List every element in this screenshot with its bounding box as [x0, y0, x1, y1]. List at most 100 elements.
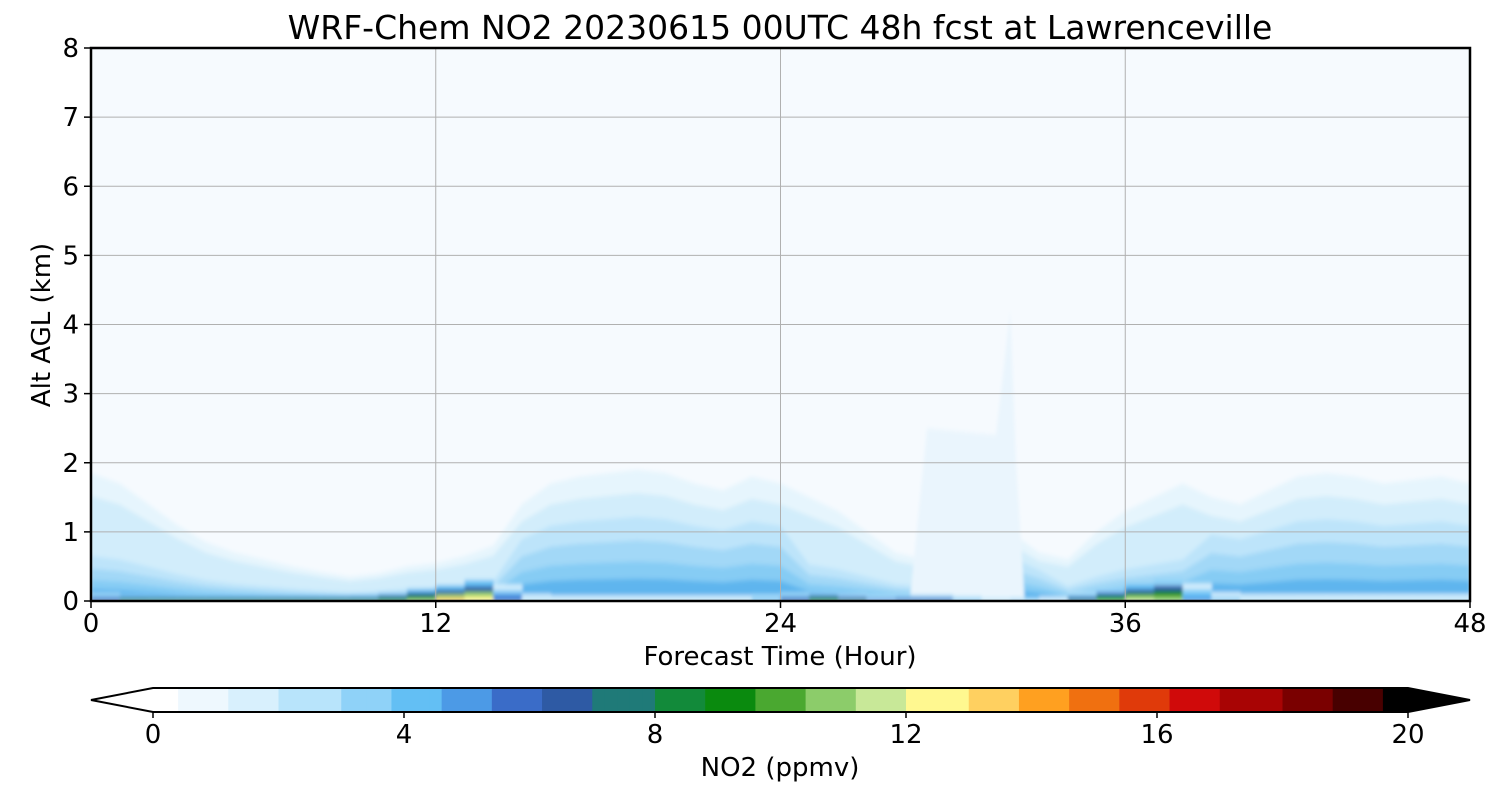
colorbar-segment [190, 688, 204, 712]
x-tick-label: 36 [1109, 609, 1142, 639]
colorbar-segment [341, 688, 355, 712]
no2-plume [909, 310, 1025, 601]
colorbar-segment [1069, 688, 1083, 712]
y-tick-label: 1 [62, 518, 79, 548]
colorbar-segment [429, 688, 443, 712]
no2-surface-cell [665, 598, 695, 601]
colorbar-segment [1395, 688, 1409, 712]
colorbar-segment [529, 688, 543, 712]
colorbar-segment [240, 688, 254, 712]
no2-surface-cell [694, 598, 724, 601]
colorbar-segment [855, 688, 869, 712]
colorbar-segment [993, 688, 1007, 712]
colorbar-segment [1357, 688, 1371, 712]
colorbar-tick-label: 12 [889, 720, 922, 750]
no2-surface-cell [608, 598, 638, 601]
colorbar-extend-min [91, 688, 153, 712]
no2-surface-cell [1125, 593, 1155, 601]
colorbar-segment [479, 688, 493, 712]
grid-lines [91, 48, 1470, 601]
colorbar-segment [1194, 688, 1208, 712]
colorbar-segment [793, 688, 807, 712]
y-tick-label: 6 [62, 172, 79, 202]
no2-surface-cell [521, 597, 552, 601]
colorbar-segment [931, 688, 945, 712]
colorbar-segment [1257, 688, 1271, 712]
no2-surface-cell [349, 598, 379, 601]
colorbar-segment [391, 688, 405, 712]
colorbar-segment [303, 688, 317, 712]
colorbar-segment [316, 688, 330, 712]
colorbar-segment [843, 688, 857, 712]
colorbar-segment [1031, 688, 1045, 712]
colorbar-segment [1232, 688, 1246, 712]
colorbar-segment [579, 688, 593, 712]
no2-surface-cell [378, 597, 408, 601]
colorbar-tick-label: 4 [396, 720, 413, 750]
colorbar-tick-label: 16 [1140, 720, 1173, 750]
colorbar-segment [491, 688, 505, 712]
colorbar-segment [868, 688, 882, 712]
colorbar-segment [153, 688, 167, 712]
colorbar-segment [1269, 688, 1283, 712]
colorbar-segment [1144, 688, 1158, 712]
colorbar-segment [215, 688, 229, 712]
colorbar-segment [742, 688, 756, 712]
colorbar-segment [767, 688, 781, 712]
colorbar-segment [1370, 688, 1384, 712]
colorbar-segment [1244, 688, 1258, 712]
colorbar-segment [1006, 688, 1020, 712]
colorbar-segment [943, 688, 957, 712]
no2-surface-cell [1182, 593, 1212, 601]
colorbar-segment [1044, 688, 1058, 712]
no2-surface-cell [838, 597, 868, 601]
y-tick-label: 0 [62, 587, 79, 617]
no2-surface-cell [550, 598, 580, 601]
colorbar-segment [818, 688, 832, 712]
x-tick-label: 24 [764, 609, 797, 639]
no2-surface-cell [723, 598, 753, 601]
colorbar-segment [755, 688, 769, 712]
no2-surface-cell [1355, 597, 1385, 601]
colorbar-segment [203, 688, 217, 712]
no2-surface-cell [1441, 597, 1470, 601]
no2-surface-cell [435, 597, 466, 601]
colorbar-segment [1106, 688, 1120, 712]
colorbar-segment [178, 688, 192, 712]
colorbar-segment [592, 688, 606, 712]
colorbar-segment [692, 688, 706, 712]
colorbar-segment [629, 688, 643, 712]
colorbar-segment [893, 688, 907, 712]
colorbar-segment [667, 688, 681, 712]
colorbar: 0 4 8 12 16 20 [90, 687, 1471, 750]
colorbar-segment [655, 688, 669, 712]
no2-surface-cell [1297, 597, 1327, 601]
colorbar-segment [416, 688, 430, 712]
x-axis-label: Forecast Time (Hour) [643, 642, 916, 672]
colorbar-segment [1307, 688, 1321, 712]
colorbar-segment [466, 688, 480, 712]
colorbar-segment [567, 688, 581, 712]
colorbar-segment [278, 688, 292, 712]
no2-surface-cell [407, 595, 437, 601]
colorbar-tick-label: 8 [647, 720, 664, 750]
colorbar-segment [265, 688, 279, 712]
no2-surface-cell [579, 598, 609, 601]
colorbar-segment [441, 688, 455, 712]
colorbar-segment [542, 688, 556, 712]
colorbar-segment [956, 688, 970, 712]
y-axis: 0 1 2 3 4 5 6 7 8 [62, 34, 91, 617]
no2-surface-cell [1268, 597, 1299, 601]
colorbar-segment [1094, 688, 1108, 712]
no2-surface-cell [464, 591, 494, 601]
no2-surface-cell [1211, 596, 1241, 601]
colorbar-segment [1018, 688, 1032, 712]
colorbar-segment [228, 688, 242, 712]
colorbar-segment [1182, 688, 1196, 712]
colorbar-segment [1056, 688, 1070, 712]
no2-surface-cell [119, 598, 149, 601]
colorbar-segment [617, 688, 631, 712]
colorbar-segment [1169, 688, 1183, 712]
colorbar-segment [253, 688, 267, 712]
